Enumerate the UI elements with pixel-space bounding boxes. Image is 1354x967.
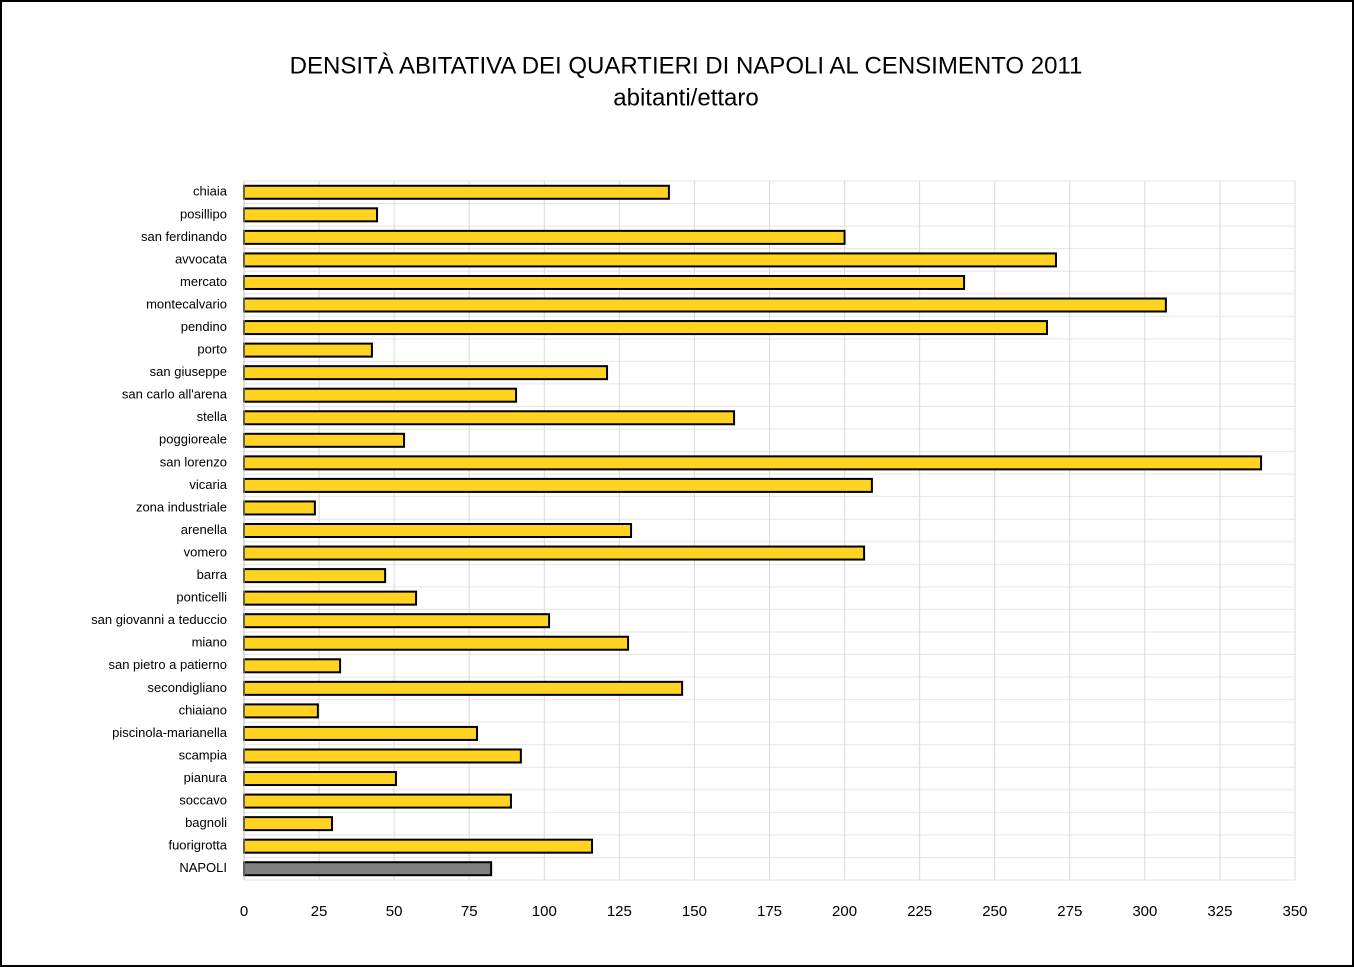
y-tick-label: miano [192,635,227,650]
bar [243,297,1167,313]
bar [243,838,594,854]
y-tick-label: san ferdinando [141,229,227,244]
y-tick-label: scampia [179,747,228,762]
x-tick-label: 100 [532,903,557,920]
x-tick-label: 50 [386,903,403,920]
y-tick-label: ponticelli [176,590,227,605]
y-tick-label: vomero [184,544,227,559]
y-tick-label: san giuseppe [150,364,227,379]
y-tick-label: bagnoli [185,815,227,830]
y-tick-label: soccavo [179,793,227,808]
x-tick-label: 125 [607,903,632,920]
x-tick-label: 150 [682,903,707,920]
x-tick-label: 25 [311,903,328,920]
bar [243,680,684,696]
bar [243,861,493,877]
bar [243,342,373,358]
y-tick-label: zona industriale [136,499,227,514]
bar [243,816,333,832]
y-tick-label: montecalvario [146,296,227,311]
x-tick-label: 350 [1282,903,1307,920]
x-tick-label: 300 [1132,903,1157,920]
bar [243,387,518,403]
bar [243,613,551,629]
x-tick-label: 225 [907,903,932,920]
bar [243,432,406,448]
y-tick-label: san carlo all'arena [122,387,228,402]
bar [243,523,633,538]
bar [243,500,316,516]
y-tick-label: san giovanni a teduccio [91,612,227,627]
y-tick-label: fuorigrotta [168,838,227,853]
bar [243,252,1057,268]
y-tick-label: mercato [180,274,227,289]
bar [243,748,522,764]
y-tick-label: chiaia [193,184,228,199]
y-tick-label: san pietro a patierno [108,657,227,672]
x-tick-label: 0 [240,903,248,920]
y-tick-label: piscinola-marianella [112,725,228,740]
y-tick-label: chiaiano [179,702,227,717]
y-tick-label: stella [197,409,228,424]
bar [243,207,379,223]
x-tick-label: 325 [1207,903,1232,920]
chart-title: DENSITÀ ABITATIVA DEI QUARTIERI DI NAPOL… [290,52,1083,79]
bar [243,410,736,426]
y-tick-label: san lorenzo [160,454,227,469]
bar [243,545,866,561]
bar [243,703,319,719]
bar [243,320,1048,336]
bar [243,229,846,245]
y-tick-label: poggioreale [159,432,227,447]
bar [243,274,966,290]
bar [243,568,387,584]
bar [243,477,873,493]
chart-subtitle: abitanti/ettaro [613,84,758,111]
bar [243,455,1263,471]
y-tick-label: arenella [181,522,228,537]
y-tick-label: avvocata [175,251,228,266]
y-tick-label: secondigliano [147,680,227,695]
y-tick-label: porto [197,342,227,357]
y-tick-label: pendino [181,319,227,334]
x-tick-label: 250 [982,903,1007,920]
bar [243,658,342,674]
y-tick-label: posillipo [180,206,227,221]
y-tick-label: pianura [184,770,228,785]
bar [243,635,630,651]
bar [243,590,418,606]
bar [243,725,479,741]
bar [243,793,512,809]
x-tick-label: 75 [461,903,478,920]
bar [243,771,397,787]
x-tick-label: 175 [757,903,782,920]
bar [243,184,670,200]
y-tick-label: vicaria [189,477,227,492]
y-tick-label: barra [197,567,228,582]
bar [243,365,609,381]
x-tick-label: 200 [832,903,857,920]
x-tick-label: 275 [1057,903,1082,920]
y-tick-label: NAPOLI [179,860,227,875]
